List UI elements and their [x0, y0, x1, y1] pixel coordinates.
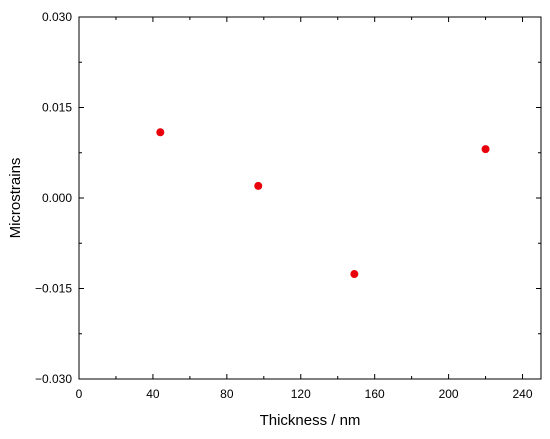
- y-axis-title: Microstrains: [7, 158, 24, 239]
- x-axis-title: Thickness / nm: [260, 412, 361, 429]
- y-tick-label: 0.030: [42, 10, 72, 24]
- x-tick-label: 240: [513, 387, 533, 401]
- plot-frame: [78, 16, 542, 380]
- y-tick-label: −0.030: [35, 372, 72, 386]
- y-tick-label: −0.015: [35, 282, 72, 296]
- y-tick-label: 0.000: [42, 191, 72, 205]
- data-point: [156, 128, 165, 137]
- x-tick-label: 0: [76, 387, 83, 401]
- y-axis-ticks: −0.030 −0.015 0.000 0.015 0.030: [35, 10, 541, 386]
- x-tick-label: 160: [365, 387, 385, 401]
- x-tick-label: 80: [220, 387, 234, 401]
- x-axis-ticks: 0 40 80 120 160 200 240: [76, 17, 533, 401]
- x-tick-label: 200: [439, 387, 459, 401]
- x-tick-label: 120: [291, 387, 311, 401]
- data-point: [350, 270, 359, 279]
- data-point: [254, 181, 263, 190]
- x-tick-label: 40: [146, 387, 160, 401]
- y-tick-label: 0.015: [42, 101, 72, 115]
- data-points: [156, 128, 490, 279]
- data-point: [481, 145, 490, 154]
